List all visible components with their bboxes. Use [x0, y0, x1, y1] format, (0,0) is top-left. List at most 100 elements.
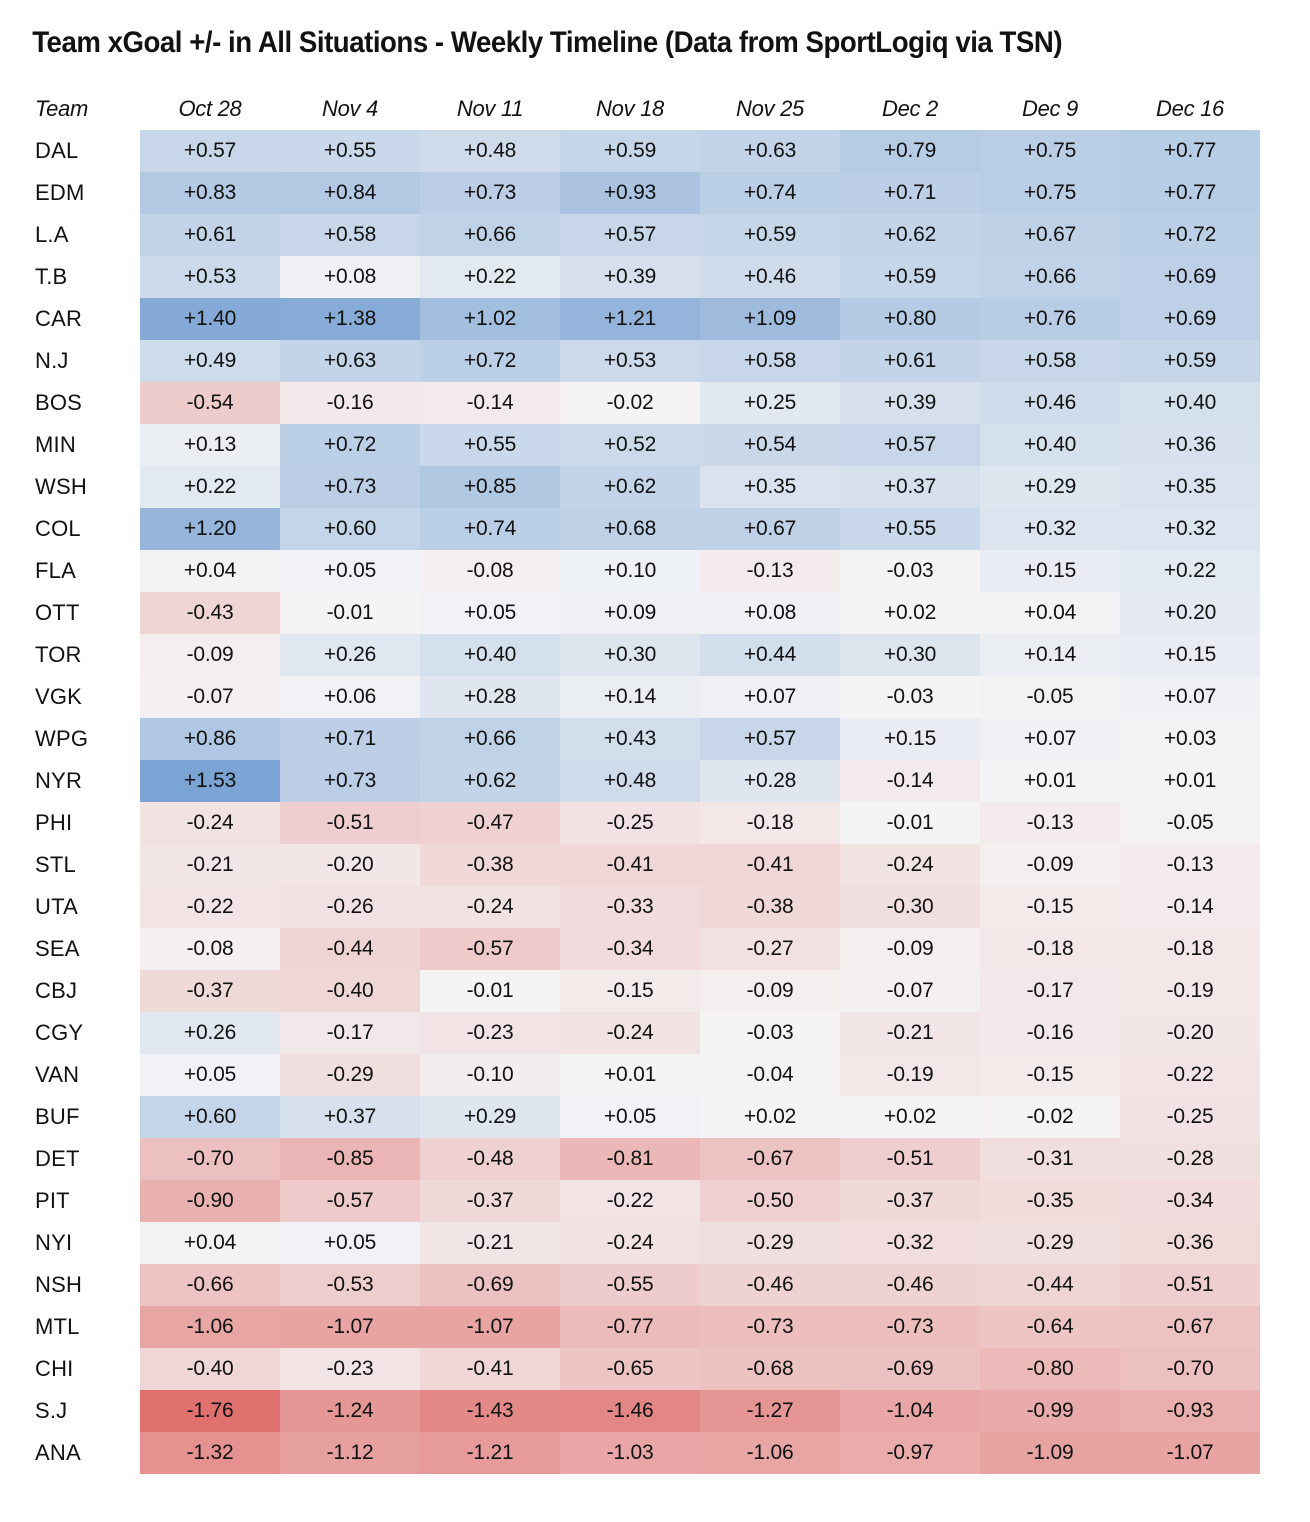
value-cell: -0.09: [980, 844, 1120, 886]
value-cell: +0.62: [840, 214, 980, 256]
value-cell: -0.73: [700, 1306, 840, 1348]
value-cell: +0.32: [1120, 508, 1260, 550]
value-cell: +0.75: [980, 172, 1120, 214]
value-cell: +0.15: [1120, 634, 1260, 676]
value-cell: +0.83: [140, 172, 280, 214]
value-cell: -0.85: [280, 1138, 420, 1180]
header-row: Team Oct 28 Nov 4 Nov 11 Nov 18 Nov 25 Dec 2 D…: [35, 86, 1310, 130]
value-cell: +0.39: [840, 382, 980, 424]
value-cell: -0.22: [1120, 1054, 1260, 1096]
value-cell: +0.30: [560, 634, 700, 676]
value-cell: +0.15: [840, 718, 980, 760]
value-cell: -0.09: [840, 928, 980, 970]
table-row: DET -0.70 -0.85 -0.48 -0.81 -0.67 -0.51 -0.31 -0…: [35, 1138, 1310, 1180]
value-cell: -0.13: [1120, 844, 1260, 886]
team-label: EDM: [35, 172, 140, 214]
value-cell: +0.66: [980, 256, 1120, 298]
page-title: Team xGoal +/- in All Situations - Weekl…: [32, 26, 1063, 59]
heatmap-table: Team Oct 28 Nov 4 Nov 11 Nov 18 Nov 25 Dec 2 D…: [35, 86, 1310, 1474]
value-cell: +0.01: [560, 1054, 700, 1096]
value-cell: +0.63: [280, 340, 420, 382]
value-cell: +1.02: [420, 298, 560, 340]
value-cell: -0.80: [980, 1348, 1120, 1390]
value-cell: -0.07: [140, 676, 280, 718]
value-cell: +0.05: [280, 550, 420, 592]
value-cell: -1.46: [560, 1390, 700, 1432]
value-cell: -0.13: [700, 550, 840, 592]
team-label: CAR: [35, 298, 140, 340]
team-label: OTT: [35, 592, 140, 634]
value-cell: -0.05: [1120, 802, 1260, 844]
value-cell: +0.04: [140, 550, 280, 592]
table-row: VAN +0.05 -0.29 -0.10 +0.01 -0.04 -0.19 -0.15 -0…: [35, 1054, 1310, 1096]
value-cell: -0.29: [280, 1054, 420, 1096]
value-cell: -0.41: [420, 1348, 560, 1390]
team-label: DET: [35, 1138, 140, 1180]
value-cell: -0.73: [840, 1306, 980, 1348]
team-label: TOR: [35, 634, 140, 676]
table-row: EDM +0.83 +0.84 +0.73 +0.93 +0.74 +0.71 +0.75 +0…: [35, 172, 1310, 214]
value-cell: +0.75: [980, 130, 1120, 172]
value-cell: -0.50: [700, 1180, 840, 1222]
value-cell: -0.03: [840, 676, 980, 718]
value-cell: -0.37: [840, 1180, 980, 1222]
table-row: FLA +0.04 +0.05 -0.08 +0.10 -0.13 -0.03 +0.15 +0…: [35, 550, 1310, 592]
value-cell: -0.21: [140, 844, 280, 886]
value-cell: -0.90: [140, 1180, 280, 1222]
value-cell: -0.67: [1120, 1306, 1260, 1348]
value-cell: -0.41: [700, 844, 840, 886]
column-header: Nov 25: [736, 96, 804, 121]
value-cell: +0.37: [840, 466, 980, 508]
value-cell: -0.19: [1120, 970, 1260, 1012]
value-cell: -0.64: [980, 1306, 1120, 1348]
value-cell: +0.57: [560, 214, 700, 256]
value-cell: -0.97: [840, 1432, 980, 1474]
value-cell: -0.51: [1120, 1264, 1260, 1306]
value-cell: +0.74: [420, 508, 560, 550]
value-cell: -0.40: [140, 1348, 280, 1390]
value-cell: +0.61: [840, 340, 980, 382]
value-cell: +1.53: [140, 760, 280, 802]
value-cell: +0.59: [840, 256, 980, 298]
value-cell: -0.14: [840, 760, 980, 802]
value-cell: +0.57: [140, 130, 280, 172]
value-cell: -1.43: [420, 1390, 560, 1432]
value-cell: +1.20: [140, 508, 280, 550]
table-row: NYI +0.04 +0.05 -0.21 -0.24 -0.29 -0.32 -0.29 -0…: [35, 1222, 1310, 1264]
value-cell: -0.18: [980, 928, 1120, 970]
table-row: DAL +0.57 +0.55 +0.48 +0.59 +0.63 +0.79 +0.75 +0…: [35, 130, 1310, 172]
value-cell: +0.48: [560, 760, 700, 802]
value-cell: -0.27: [700, 928, 840, 970]
value-cell: +0.01: [980, 760, 1120, 802]
team-label: VGK: [35, 676, 140, 718]
table-row: BOS -0.54 -0.16 -0.14 -0.02 +0.25 +0.39 +0.46 +0…: [35, 382, 1310, 424]
team-column-header: Team: [35, 96, 89, 121]
value-cell: +0.72: [280, 424, 420, 466]
value-cell: -0.67: [700, 1138, 840, 1180]
value-cell: -0.22: [560, 1180, 700, 1222]
value-cell: +0.26: [280, 634, 420, 676]
value-cell: -0.44: [980, 1264, 1120, 1306]
table-row: OTT -0.43 -0.01 +0.05 +0.09 +0.08 +0.02 +0.04 +0…: [35, 592, 1310, 634]
value-cell: +0.29: [980, 466, 1120, 508]
value-cell: -0.34: [1120, 1180, 1260, 1222]
value-cell: +0.07: [980, 718, 1120, 760]
value-cell: -0.17: [980, 970, 1120, 1012]
value-cell: +0.39: [560, 256, 700, 298]
value-cell: -0.37: [140, 970, 280, 1012]
value-cell: -0.69: [420, 1264, 560, 1306]
value-cell: -0.34: [560, 928, 700, 970]
value-cell: -0.21: [840, 1012, 980, 1054]
value-cell: +0.08: [280, 256, 420, 298]
value-cell: -0.77: [560, 1306, 700, 1348]
value-cell: +0.74: [700, 172, 840, 214]
value-cell: -0.70: [140, 1138, 280, 1180]
value-cell: +0.35: [700, 466, 840, 508]
team-label: PIT: [35, 1180, 140, 1222]
table-row: L.A +0.61 +0.58 +0.66 +0.57 +0.59 +0.62 +0.67 +0…: [35, 214, 1310, 256]
value-cell: -0.17: [280, 1012, 420, 1054]
value-cell: -0.09: [700, 970, 840, 1012]
value-cell: -0.02: [560, 382, 700, 424]
value-cell: -0.14: [1120, 886, 1260, 928]
table-row: NSH -0.66 -0.53 -0.69 -0.55 -0.46 -0.46 -0.44 -0…: [35, 1264, 1310, 1306]
